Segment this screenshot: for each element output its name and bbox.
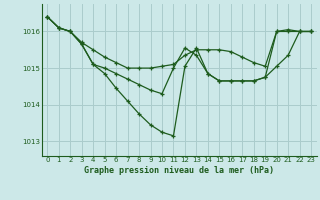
X-axis label: Graphe pression niveau de la mer (hPa): Graphe pression niveau de la mer (hPa) [84, 166, 274, 175]
